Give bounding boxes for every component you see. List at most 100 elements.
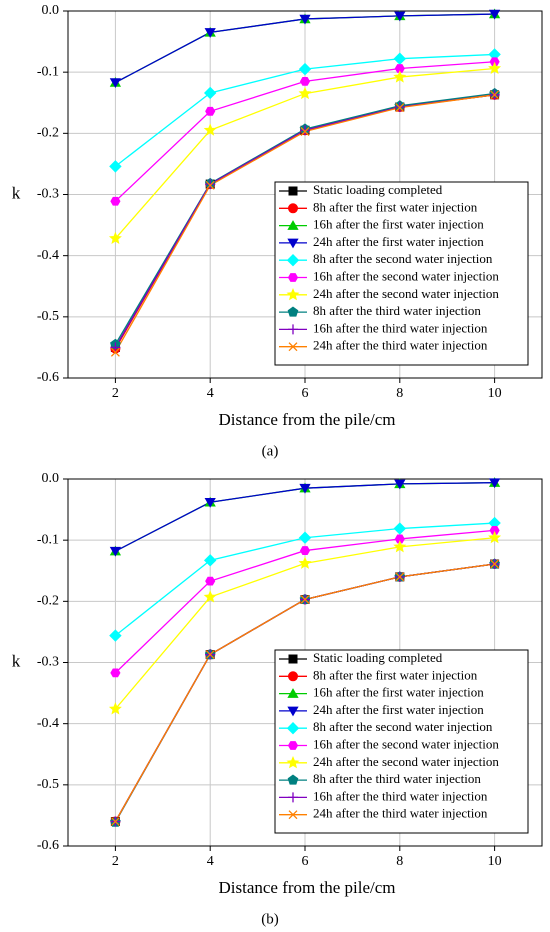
- legend-label: 24h after the first water injection: [313, 702, 484, 717]
- legend-label: 24h after the third water injection: [313, 806, 488, 821]
- legend-label: 8h after the third water injection: [313, 303, 481, 318]
- data-point: [204, 497, 216, 508]
- legend-label: Static loading completed: [313, 650, 443, 665]
- data-point: [488, 478, 501, 489]
- y-tick-label: -0.4: [37, 248, 59, 263]
- y-tick-label: -0.3: [37, 187, 59, 202]
- plot-frame: [67, 10, 543, 379]
- data-point: [299, 546, 311, 555]
- data-point: [110, 817, 120, 826]
- x-tick-label: 2: [112, 386, 119, 401]
- legend-label: 16h after the second water injection: [313, 268, 499, 283]
- x-axis-title: Distance from the pile/cm: [218, 878, 395, 897]
- legend-label: 24h after the third water injection: [313, 338, 488, 353]
- legend-marker: [288, 671, 298, 682]
- panel-label: (b): [261, 911, 279, 927]
- legend-marker: [288, 203, 298, 214]
- legend-marker: [288, 186, 298, 196]
- y-tick-label: -0.3: [37, 655, 59, 670]
- data-point: [488, 9, 501, 20]
- x-tick-label: 10: [488, 386, 502, 401]
- data-point: [488, 530, 502, 544]
- x-tick-label: 6: [302, 386, 309, 401]
- data-point: [205, 576, 216, 586]
- y-tick-label: -0.6: [37, 838, 59, 853]
- legend-label: 24h after the first water injection: [313, 234, 484, 249]
- data-point: [395, 572, 405, 582]
- y-tick-label: -0.1: [37, 64, 59, 79]
- legend-label: 24h after the second water injection: [313, 286, 499, 301]
- x-tick-label: 4: [207, 386, 214, 401]
- data-point: [300, 595, 310, 604]
- data-point: [298, 531, 312, 544]
- legend-marker: [288, 324, 298, 335]
- data-point: [488, 61, 502, 75]
- data-point: [109, 160, 122, 173]
- legend-label: 8h after the third water injection: [313, 771, 481, 786]
- x-tick-label: 8: [396, 386, 403, 401]
- y-axis-title: k: [12, 651, 21, 670]
- legend-marker: [287, 306, 299, 317]
- legend-marker: [288, 342, 298, 352]
- legend-label: 16h after the first water injection: [313, 685, 484, 700]
- data-point: [299, 483, 311, 494]
- data-point: [393, 540, 407, 553]
- data-point: [393, 70, 407, 83]
- data-point: [108, 702, 122, 715]
- data-point: [394, 534, 405, 544]
- data-point: [490, 559, 500, 569]
- data-point: [489, 525, 500, 535]
- data-point: [300, 125, 310, 136]
- panel-label: (a): [262, 443, 279, 459]
- data-point: [110, 347, 120, 357]
- data-point: [298, 62, 312, 76]
- legend-marker: [286, 721, 300, 735]
- data-point: [394, 11, 406, 22]
- data-point: [110, 196, 121, 206]
- data-point: [298, 556, 312, 569]
- legend-marker: [288, 654, 298, 664]
- data-point: [298, 86, 312, 100]
- x-tick-label: 2: [112, 854, 119, 869]
- data-point: [109, 546, 122, 557]
- data-point: [203, 86, 217, 100]
- y-tick-label: -0.6: [37, 370, 59, 385]
- y-tick-label: -0.5: [37, 777, 59, 792]
- data-point: [109, 629, 122, 642]
- legend-label: 8h after the first water injection: [313, 667, 478, 682]
- data-point: [393, 52, 407, 65]
- legend-label: 8h after the second water injection: [313, 251, 493, 266]
- data-point: [393, 522, 407, 535]
- legend-marker: [287, 238, 299, 249]
- data-point: [300, 127, 310, 136]
- y-tick-label: -0.2: [37, 126, 59, 141]
- legend-label: 8h after the second water injection: [313, 719, 493, 734]
- data-point: [108, 231, 122, 245]
- legend-marker: [288, 792, 298, 803]
- data-point: [395, 103, 405, 113]
- legend-label: 16h after the third water injection: [313, 320, 488, 335]
- legend-marker: [287, 688, 299, 698]
- data-point: [110, 342, 121, 353]
- data-point: [394, 479, 406, 490]
- x-tick-label: 6: [302, 854, 309, 869]
- data-point: [490, 90, 500, 100]
- y-tick-label: -0.5: [37, 309, 59, 324]
- legend-marker: [286, 253, 300, 267]
- data-point: [205, 179, 216, 190]
- legend-marker: [287, 220, 299, 230]
- y-tick-label: -0.4: [37, 716, 59, 731]
- legend-marker: [287, 273, 299, 282]
- data-point: [299, 14, 311, 25]
- legend-label: 16h after the second water injection: [313, 736, 499, 751]
- x-tick-label: 4: [207, 854, 214, 869]
- data-point: [203, 590, 217, 603]
- y-tick-label: 0.0: [42, 471, 60, 486]
- data-point: [299, 76, 311, 86]
- y-tick-label: 0.0: [42, 3, 60, 18]
- data-point: [109, 78, 122, 89]
- legend-marker: [286, 287, 300, 301]
- data-point: [394, 64, 405, 73]
- y-tick-label: -0.1: [37, 532, 59, 547]
